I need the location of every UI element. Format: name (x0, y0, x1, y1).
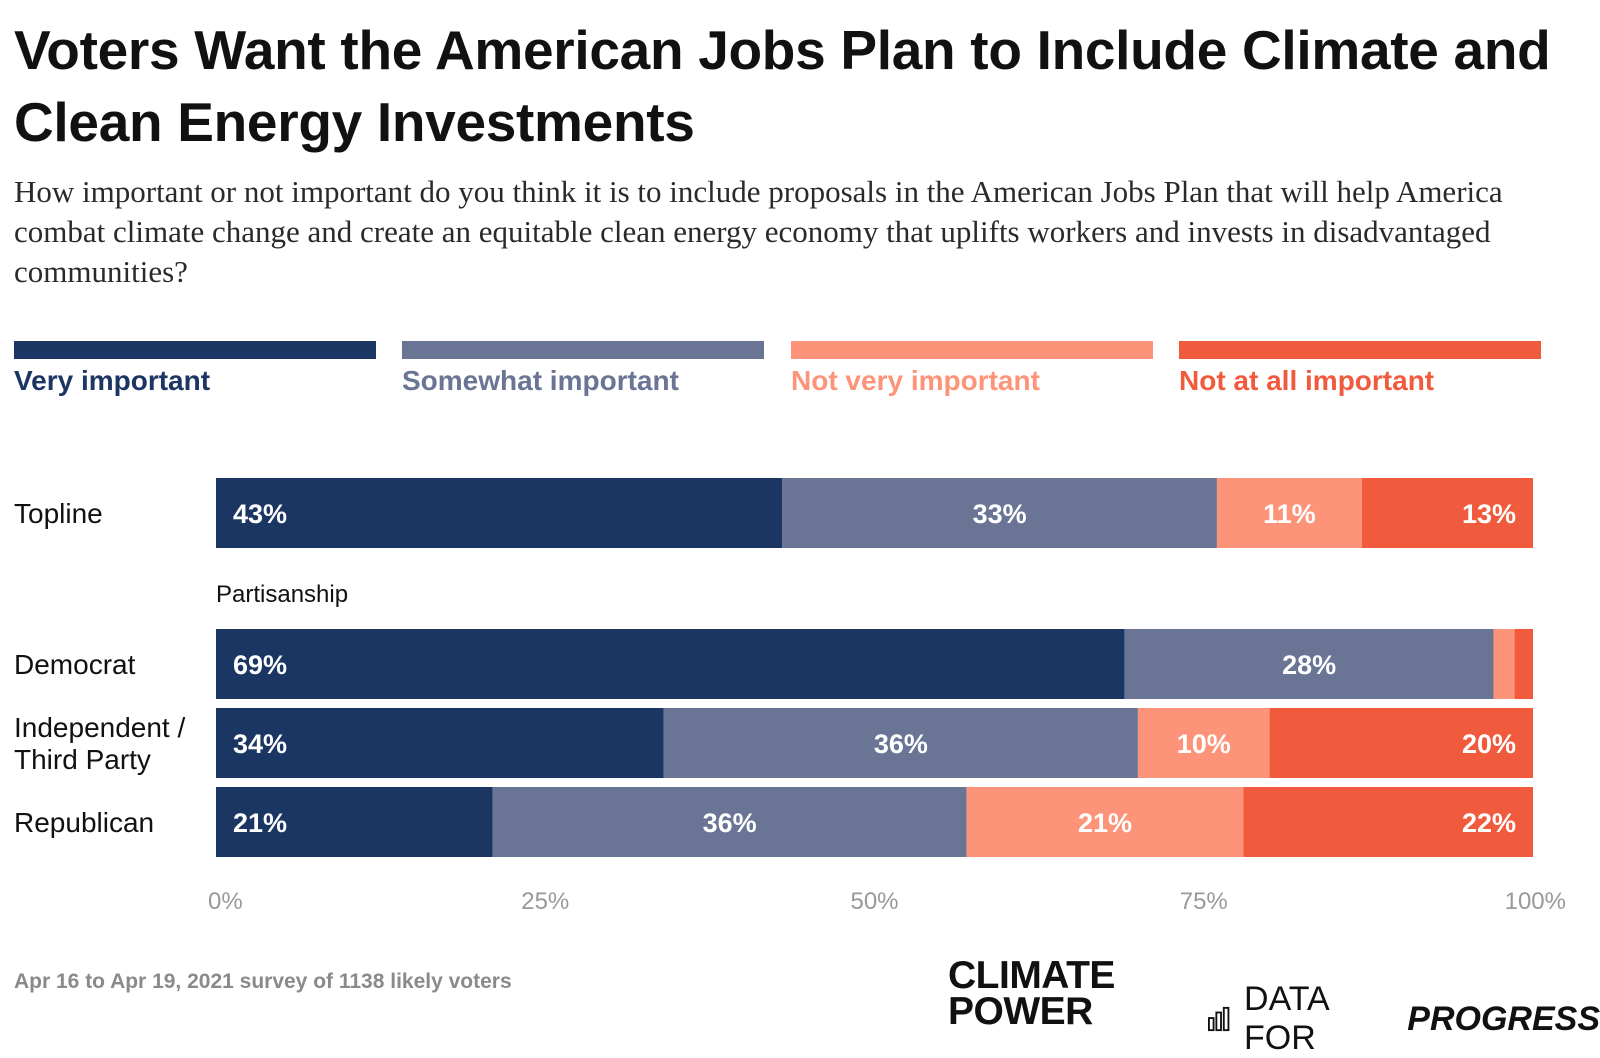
bar-segment (216, 708, 664, 778)
bar-segment (216, 787, 493, 857)
data-label: 36% (874, 729, 928, 759)
data-label: 13% (1462, 499, 1516, 529)
data-label: 33% (973, 499, 1027, 529)
bar-segment (1137, 708, 1270, 778)
legend-label: Not very important (791, 365, 1040, 396)
row-label: Republican (14, 807, 154, 838)
data-label: 21% (233, 808, 287, 838)
row-label: Third Party (14, 744, 151, 775)
bar-segment (1269, 708, 1533, 778)
x-tick-label: 50% (850, 888, 898, 915)
climate-power-logo-line1: CLIMATE (948, 954, 1115, 997)
data-label: 36% (703, 808, 757, 838)
bar-chart-icon (1208, 1006, 1230, 1032)
bar-segment (782, 478, 1217, 548)
chart-title: Voters Want the American Jobs Plan to In… (14, 19, 1551, 153)
climate-power-logo: CLIMATE POWER (948, 954, 1115, 1033)
bar-segment (966, 787, 1244, 857)
legend-item-not-at-all-important: Not at all important (1179, 341, 1541, 397)
bar-segment (216, 629, 1125, 699)
data-label: 10% (1177, 729, 1231, 759)
chart-subtitle: How important or not important do you th… (14, 174, 1503, 289)
x-tick-label: 100% (1505, 888, 1566, 915)
legend-swatch (1179, 341, 1541, 359)
row-label: Democrat (14, 649, 136, 680)
bar-segment (1514, 629, 1533, 699)
legend-swatch (14, 341, 376, 359)
group-label: Partisanship (216, 581, 348, 608)
survey-note: Apr 16 to Apr 19, 2021 survey of 1138 li… (14, 970, 512, 993)
legend-label: Very important (14, 365, 211, 396)
data-for-progress-logo: DATA FOR PROGRESS (1208, 980, 1600, 1058)
row-label: Topline (14, 498, 103, 529)
data-for-progress-text-a: DATA FOR (1244, 980, 1328, 1057)
bar-segment (1216, 478, 1362, 548)
legend-swatch (402, 341, 764, 359)
x-tick-label: 75% (1180, 888, 1228, 915)
legend-label: Somewhat important (402, 365, 679, 396)
data-for-progress-text-b: PROGRESS (1407, 999, 1600, 1038)
legend-item-very-important: Very important (14, 341, 376, 397)
legend-label: Not at all important (1179, 365, 1435, 396)
data-label: 11% (1263, 499, 1316, 529)
legend-swatch (791, 341, 1153, 359)
bar-segment (1361, 478, 1533, 548)
data-label: 20% (1462, 729, 1516, 759)
data-label: 43% (233, 499, 287, 529)
climate-power-logo-line2: POWER (948, 990, 1093, 1033)
data-label: 28% (1282, 650, 1336, 680)
data-label: 34% (233, 729, 287, 759)
bar-segment (492, 787, 967, 857)
x-tick-label: 0% (208, 888, 243, 915)
data-label: 22% (1462, 808, 1516, 838)
data-label: 69% (233, 650, 287, 680)
bar-segment (1493, 629, 1515, 699)
legend-item-not-very-important: Not very important (791, 341, 1153, 397)
row-label: Independent / (14, 712, 185, 743)
bar-segment (1243, 787, 1533, 857)
x-tick-label: 25% (521, 888, 569, 915)
bar-segment (663, 708, 1138, 778)
data-label: 21% (1078, 808, 1132, 838)
legend-item-somewhat-important: Somewhat important (402, 341, 764, 397)
bar-segment (1124, 629, 1494, 699)
bar-segment (216, 478, 783, 548)
